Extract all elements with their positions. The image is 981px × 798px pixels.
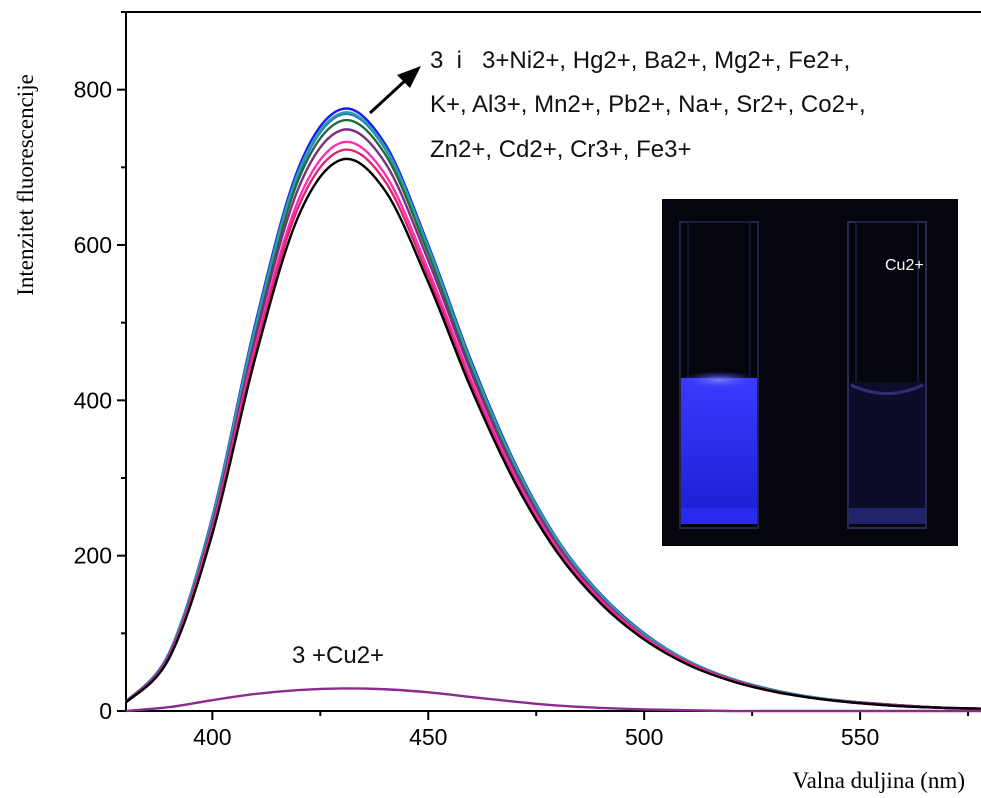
x-tick-label: 450 (409, 724, 447, 750)
annotation-line-2: K+, Al3+, Mn2+, Pb2+, Na+, Sr2+, Co2+, (430, 91, 866, 118)
series-line-8 (125, 157, 981, 710)
inset-cu-label: Cu2+ (885, 257, 924, 274)
cu-curve-label: 3 +Cu2+ (292, 642, 384, 669)
annotation-line-3: Zn2+, Cd2+, Cr3+, Fe3+ (430, 136, 691, 163)
top-annotation: 3 i 3+Ni2+, Hg2+, Ba2+, Mg2+, Fe2+, K+, … (430, 47, 866, 163)
y-axis-label: Intenzitet fluorescencije (13, 74, 38, 296)
x-tick-label: 500 (625, 724, 663, 750)
cuvette-photo-inset: Cu2+ (662, 199, 958, 546)
y-tick-label: 200 (74, 543, 112, 569)
x-axis-label: Valna duljina (nm) (793, 768, 965, 793)
annotation-arrow (368, 76, 410, 115)
series-line-9 (125, 687, 981, 713)
right-cuvette (847, 221, 927, 529)
y-tick-label: 600 (74, 232, 112, 258)
x-tick-label: 550 (841, 724, 879, 750)
annotation-line-1: 3 i 3+Ni2+, Hg2+, Ba2+, Mg2+, Fe2+, (430, 47, 850, 74)
series-group (125, 107, 981, 713)
y-tick-label: 0 (99, 698, 112, 724)
x-tick-label: 400 (193, 724, 231, 750)
y-tick-label: 400 (74, 387, 112, 413)
y-tick-label: 800 (74, 77, 112, 103)
left-cuvette (679, 221, 759, 529)
arrowhead-icon (397, 66, 421, 88)
tick-labels-group: 400 450 500 550 0 200 400 600 800 (74, 77, 880, 750)
